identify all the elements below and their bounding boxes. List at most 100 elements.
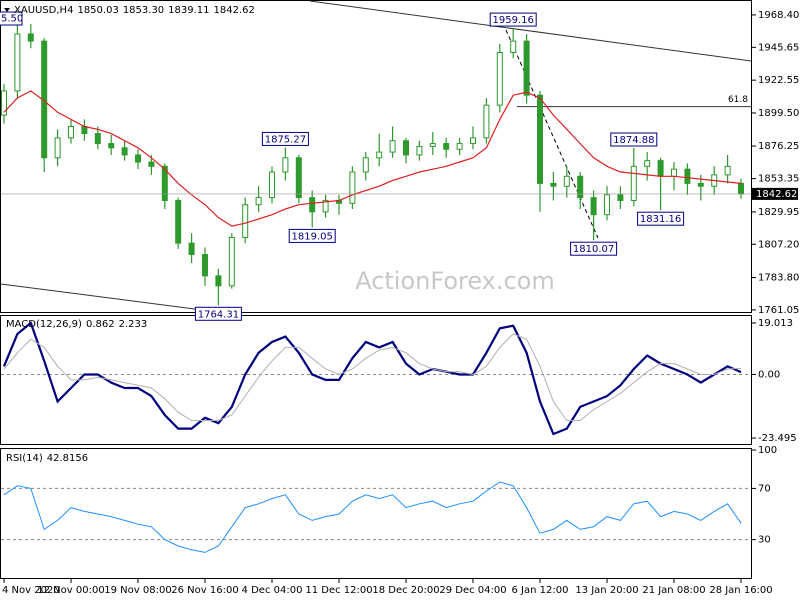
y-tick-label: 1876.25 bbox=[758, 141, 799, 152]
price-annotation: 1874.88 bbox=[610, 132, 658, 147]
candle-body bbox=[188, 242, 195, 256]
annotation-label: 1874.88 bbox=[613, 135, 654, 146]
y-tick-label: 30 bbox=[758, 535, 771, 546]
price-annotation: 1810.07 bbox=[570, 241, 618, 256]
candle-body bbox=[644, 160, 651, 167]
header-value: 1839.11 bbox=[168, 5, 209, 16]
candle-body bbox=[604, 194, 610, 216]
y-tick-label: 100 bbox=[758, 445, 777, 456]
candle-body bbox=[470, 137, 476, 145]
pane-title: RSI(14) 42.8156 bbox=[6, 453, 88, 464]
header-value: 1853.30 bbox=[123, 5, 164, 16]
x-tick-label: 13 Jan 20:00 bbox=[575, 585, 638, 596]
annotation-label: 1959.16 bbox=[493, 15, 534, 26]
line-series bbox=[3, 90, 742, 227]
candle-body bbox=[14, 33, 21, 92]
candle-body bbox=[738, 182, 744, 195]
y-tick-label: 1853.35 bbox=[758, 174, 799, 185]
candle-body bbox=[416, 145, 423, 156]
pane-value: 0.862 bbox=[86, 319, 115, 330]
annotation-label: 1819.05 bbox=[292, 231, 333, 242]
y-tick-label: 1945.65 bbox=[758, 42, 799, 53]
candle-body bbox=[403, 140, 409, 156]
candle-body bbox=[671, 168, 677, 177]
candle-body bbox=[282, 157, 289, 173]
price-marker bbox=[752, 187, 798, 200]
candle-body bbox=[684, 168, 691, 184]
annotation-box bbox=[288, 228, 336, 243]
candle-body bbox=[202, 254, 208, 277]
candle-body bbox=[523, 40, 530, 96]
pane-title-text: RSI(14) bbox=[6, 453, 43, 464]
candle-body bbox=[550, 182, 557, 187]
price-annotation: 1831.16 bbox=[637, 211, 685, 226]
x-tick-label: 28 Jan 16:00 bbox=[709, 585, 772, 596]
candle-body bbox=[215, 275, 222, 287]
candle-body bbox=[161, 165, 168, 201]
candle-body bbox=[68, 125, 74, 139]
annotation-label: 1764.31 bbox=[198, 309, 239, 320]
annotation-box bbox=[610, 132, 658, 147]
annotation-box bbox=[261, 131, 309, 146]
candle-body bbox=[657, 160, 664, 177]
fib-label: 61.8 bbox=[728, 95, 748, 105]
y-tick-label: 1968.40 bbox=[758, 10, 799, 21]
pane-title: MACD(12,26,9) 0.862 2.233 bbox=[6, 319, 147, 330]
line-series bbox=[2, 321, 742, 436]
candle-body bbox=[483, 104, 490, 139]
symbol-icon bbox=[4, 8, 10, 12]
y-tick-label: 1922.55 bbox=[758, 75, 799, 86]
header-value: 1850.03 bbox=[77, 5, 118, 16]
candle-body bbox=[54, 137, 61, 159]
candle-body bbox=[697, 182, 704, 187]
x-tick-label: 6 Jan 12:00 bbox=[512, 585, 569, 596]
x-tick-label: 26 Nov 16:00 bbox=[171, 585, 238, 596]
candle-body bbox=[349, 171, 356, 204]
annotation-label: 1810.07 bbox=[573, 244, 614, 255]
annotation-label: 5.50 bbox=[1, 14, 23, 25]
watermark: ActionForex.com bbox=[355, 267, 555, 295]
annotation-box bbox=[489, 12, 537, 27]
x-tick-label: 4 Nov 2020 bbox=[2, 585, 60, 596]
candle-body bbox=[309, 197, 316, 213]
pane-title-text: MACD(12,26,9) bbox=[6, 319, 82, 330]
candle-body bbox=[295, 157, 302, 199]
candle-body bbox=[590, 197, 597, 216]
x-tick-label: 11 Dec 12:00 bbox=[305, 585, 372, 596]
y-tick-label: 70 bbox=[758, 483, 771, 494]
annotation-box bbox=[0, 11, 23, 26]
projection-line bbox=[505, 29, 599, 239]
price-annotation: 1764.31 bbox=[194, 306, 242, 321]
price-annotation: 1959.16 bbox=[489, 12, 537, 27]
pane-value: 2.233 bbox=[119, 319, 148, 330]
x-tick-label: 18 Dec 20:00 bbox=[372, 585, 439, 596]
candle-body bbox=[242, 204, 249, 238]
x-tick-label: 12 Nov 00:00 bbox=[37, 585, 104, 596]
rsi-pane bbox=[0, 448, 752, 579]
header: XAUUSD,H4 1850.03 1853.30 1839.11 1842.62 bbox=[14, 5, 255, 16]
macd-pane bbox=[0, 315, 752, 445]
line-series bbox=[3, 481, 742, 553]
trend-line bbox=[0, 283, 211, 312]
annotation-box bbox=[637, 211, 685, 226]
candle-body bbox=[496, 52, 503, 106]
x-tick-label: 4 Dec 04:00 bbox=[242, 585, 303, 596]
candle-body bbox=[148, 161, 155, 167]
y-tick-label: -23.495 bbox=[758, 433, 797, 444]
candle-body bbox=[269, 171, 275, 199]
panes bbox=[0, 0, 752, 579]
candle-body bbox=[724, 165, 731, 176]
x-tick-label: 21 Jan 08:00 bbox=[642, 585, 705, 596]
y-tick-label: 1899.50 bbox=[758, 108, 799, 119]
candle-body bbox=[563, 175, 570, 187]
candle-body bbox=[577, 175, 584, 199]
y-tick-label: 1783.80 bbox=[758, 273, 799, 284]
candle-body bbox=[389, 140, 396, 153]
candle-body bbox=[1, 90, 7, 116]
candle-body bbox=[108, 143, 115, 149]
y-tick-label: 1829.95 bbox=[758, 207, 799, 218]
pane-value: 42.8156 bbox=[47, 453, 88, 464]
annotation-box bbox=[570, 241, 618, 256]
